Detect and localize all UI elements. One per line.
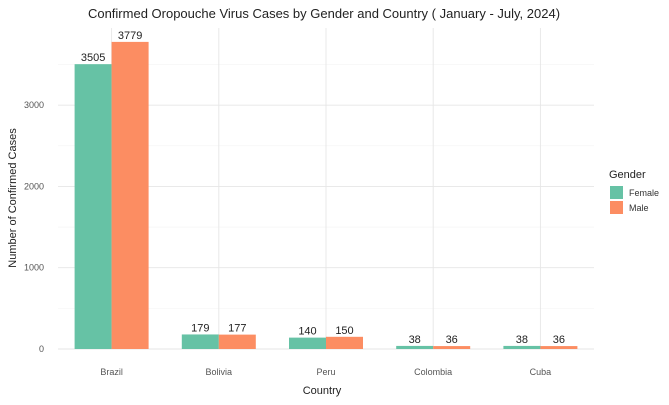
labels-layer: 3505 3779 Brazil 179 177 Bolivia 140 150 Peru 38 3…: [81, 30, 565, 377]
bar-female: [74, 64, 112, 349]
legend-swatch-female: [610, 186, 623, 199]
y-tick-label: 1000: [24, 263, 44, 273]
bar-female: [289, 337, 326, 349]
data-label-male: 3779: [118, 30, 142, 42]
data-label-female: 179: [191, 322, 209, 334]
legend-label-male: Male: [629, 203, 649, 213]
legend-swatch-male: [610, 201, 623, 214]
y-axis-title: Number of Confirmed Cases: [7, 128, 19, 268]
data-label-male: 177: [228, 323, 246, 335]
legend: Gender Female Male: [609, 169, 659, 214]
bar-male: [326, 336, 363, 349]
x-tick-label: Cuba: [530, 367, 552, 377]
x-tick-label: Bolivia: [206, 367, 233, 377]
bar-female: [503, 345, 541, 349]
data-label-female: 38: [516, 334, 528, 346]
x-tick-label: Colombia: [414, 367, 452, 377]
data-label-female: 3505: [81, 52, 105, 64]
bar-female: [181, 334, 219, 349]
bar-female: [396, 345, 434, 349]
data-label-female: 38: [409, 334, 421, 346]
bar-male: [433, 346, 471, 349]
bar-male: [540, 346, 578, 349]
data-label-female: 140: [298, 326, 316, 338]
legend-title: Gender: [609, 169, 646, 181]
data-label-male: 36: [446, 334, 458, 346]
bar-male: [218, 334, 256, 349]
x-tick-label: Peru: [316, 367, 335, 377]
y-tick-label: 2000: [24, 181, 44, 191]
y-tick-label: 0: [39, 344, 44, 354]
x-axis-title: Country: [303, 385, 342, 397]
bars-layer: [74, 41, 578, 349]
bar-male: [111, 41, 149, 349]
chart-title: Confirmed Oropouche Virus Cases by Gende…: [88, 6, 560, 21]
data-label-male: 36: [553, 334, 565, 346]
data-label-male: 150: [335, 325, 353, 337]
legend-label-female: Female: [629, 188, 659, 198]
y-tick-label: 3000: [24, 100, 44, 110]
x-tick-label: Brazil: [100, 367, 123, 377]
